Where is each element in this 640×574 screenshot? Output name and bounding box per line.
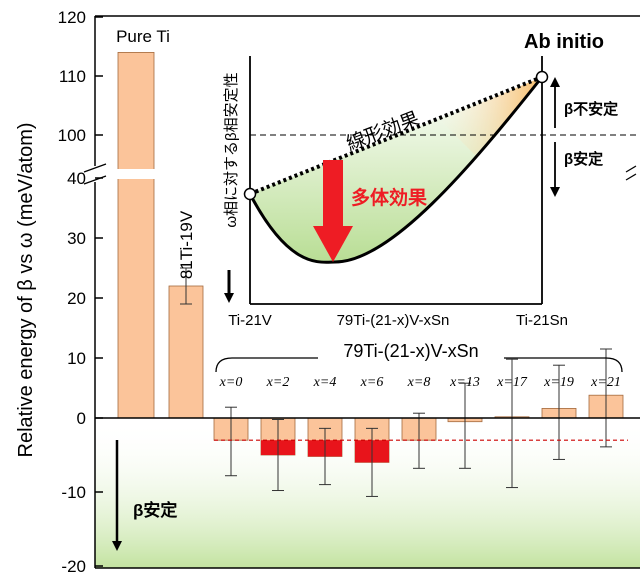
- inset-y-label: ω相に対するβ相安定性: [223, 72, 240, 227]
- bars-layer: [117, 52, 624, 497]
- y-tick-label: 20: [67, 289, 86, 308]
- composition-label: x=8: [407, 375, 431, 390]
- many-body-red-arrow: [313, 160, 353, 262]
- y-tick-label: 0: [77, 409, 86, 428]
- right-unstable-label: β不安定: [564, 100, 618, 118]
- linear-effect-line: [249, 75, 543, 196]
- y-tick-label: 10: [67, 349, 86, 368]
- many-body-effect-label: 多体効果: [351, 186, 427, 209]
- y-tick-label: 40: [67, 169, 86, 188]
- bar-label-81ti-19v: 81Ti-19V: [177, 210, 196, 279]
- inset-xtick-left: Ti-21V: [228, 312, 272, 329]
- inset-title: Ab initio: [524, 31, 604, 53]
- axis-break-pure-ti-bar: [112, 169, 160, 179]
- composition-label: x=4: [313, 375, 337, 390]
- composition-label: x=0: [219, 375, 243, 390]
- axis-break-right: [625, 165, 637, 181]
- bar-label-pure-ti: Pure Ti: [116, 27, 170, 46]
- composition-label: x=2: [266, 375, 290, 390]
- inset-xtick-right: Ti-21Sn: [516, 312, 568, 329]
- y-axis-label: Relative energy of β vs ω (meV/atom): [15, 122, 37, 457]
- inset-xtick-middle: 79Ti-(21-x)V-xSn: [337, 312, 450, 329]
- y-tick-label: 110: [59, 67, 86, 86]
- right-stable-label: β安定: [564, 150, 603, 168]
- group-brace: [215, 340, 623, 373]
- group-label: 79Ti-(21-x)V-xSn: [343, 341, 478, 361]
- y-tick-label: -20: [61, 557, 86, 574]
- inset-point-right: [535, 70, 549, 84]
- composition-label: x=21: [590, 375, 621, 390]
- inset-point-left: [243, 187, 257, 201]
- composition-label: x=6: [360, 375, 384, 390]
- bar-pure-ti: [117, 52, 155, 419]
- y-tick-label: 100: [58, 126, 86, 145]
- y-tick-label: 30: [67, 229, 86, 248]
- bar-81Ti-19V: [168, 285, 204, 419]
- composition-label: x=17: [496, 375, 528, 390]
- many-body-curve: [248, 76, 544, 264]
- composition-label: x=13: [449, 375, 480, 390]
- y-tick-label: 120: [58, 8, 86, 27]
- composition-label: x=19: [543, 375, 574, 390]
- bottom-stable-label: β安定: [133, 500, 177, 520]
- inset-diagram: Ab initio 線形効果 多体効果 ω相に対するβ相安定性 Ti-21V 7…: [223, 31, 640, 329]
- y-tick-label: -10: [61, 483, 86, 502]
- composition-labels: x=0 x=2 x=4 x=6 x=8 x=13 x=17 x=19 x=21: [219, 375, 621, 390]
